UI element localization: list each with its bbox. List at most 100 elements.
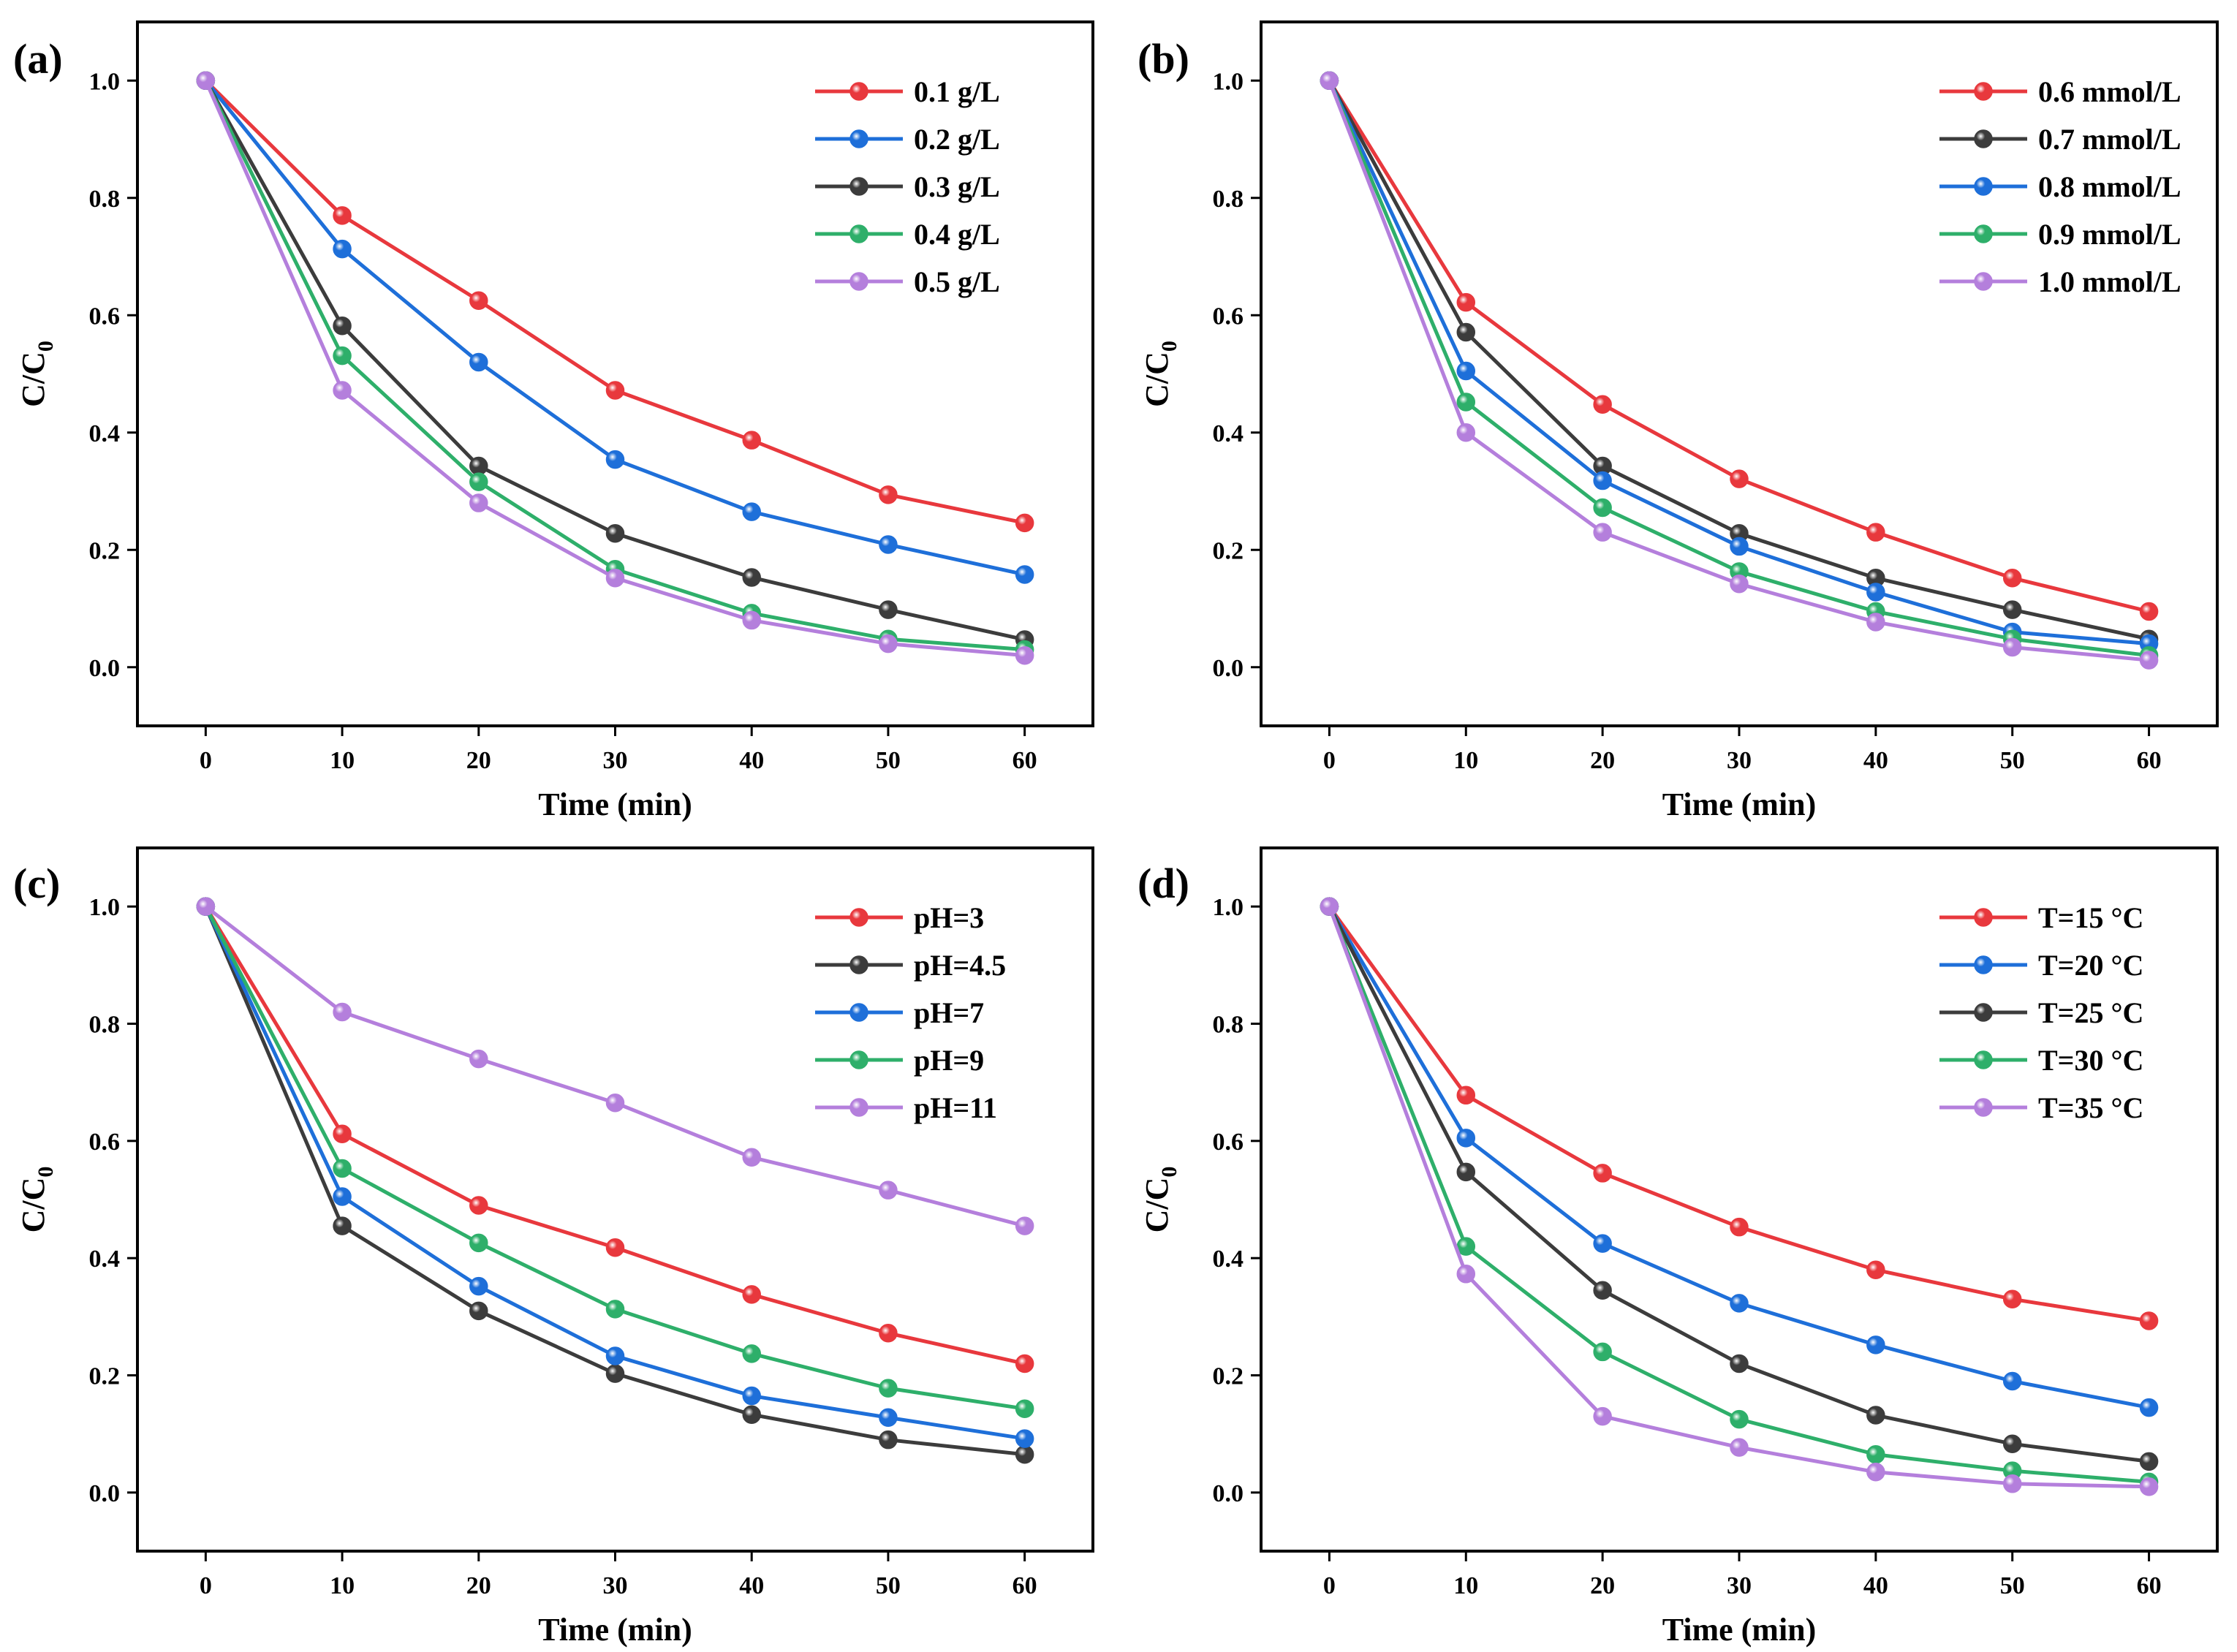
chart-panel-d: 0 10 20 30 40 50 60 0.0 0.2 0.4 0.6 0.8 1.0 Time (min… bbox=[1138, 846, 2219, 1648]
x-tick-label: 20 bbox=[1590, 1572, 1615, 1599]
data-point bbox=[742, 502, 761, 521]
series-line-2 bbox=[1328, 906, 2149, 1463]
data-point bbox=[469, 1196, 488, 1215]
y-tick-label: 0.4 bbox=[1213, 1246, 1244, 1273]
legend-marker bbox=[1974, 1003, 1993, 1022]
data-point bbox=[469, 291, 488, 310]
data-point bbox=[1015, 1216, 1034, 1235]
series-line-2 bbox=[1328, 80, 2149, 646]
data-point bbox=[2139, 1477, 2159, 1496]
x-tick-label: 40 bbox=[1863, 747, 1888, 774]
series-line-0 bbox=[204, 905, 1026, 1365]
data-point bbox=[1730, 1354, 1749, 1373]
legend-marker bbox=[1974, 1098, 1993, 1117]
legend-marker bbox=[849, 1098, 868, 1117]
panel-label: (d) bbox=[1138, 860, 1189, 907]
x-tick-label: 50 bbox=[876, 747, 901, 774]
data-point bbox=[605, 1300, 625, 1319]
x-tick-label: 0 bbox=[200, 1572, 212, 1599]
data-point bbox=[2002, 1434, 2022, 1454]
y-axis-title: C/C0 bbox=[15, 341, 58, 407]
data-point bbox=[742, 1285, 761, 1304]
legend-marker bbox=[849, 955, 868, 974]
data-point bbox=[1593, 1406, 1612, 1426]
legend-marker bbox=[849, 82, 868, 101]
y-tick-label: 0.2 bbox=[1213, 537, 1244, 564]
series-line-3 bbox=[204, 906, 1026, 1411]
x-tick-label: 10 bbox=[330, 747, 355, 774]
legend-label: T=15 °C bbox=[2038, 901, 2143, 934]
data-point bbox=[1015, 1444, 1034, 1464]
x-tick-label: 0 bbox=[200, 747, 212, 774]
x-tick-label: 40 bbox=[1863, 1572, 1888, 1599]
data-point bbox=[469, 1301, 488, 1321]
series-line-1 bbox=[1328, 905, 2150, 1410]
x-axis-title: Time (min) bbox=[1662, 787, 1817, 822]
y-tick-label: 0.2 bbox=[89, 537, 121, 564]
legend-marker bbox=[849, 272, 868, 291]
data-point bbox=[2002, 1474, 2022, 1493]
legend-label: 0.4 g/L bbox=[914, 218, 1000, 251]
data-point bbox=[333, 316, 352, 336]
legend-label: pH=7 bbox=[914, 996, 984, 1029]
data-point bbox=[605, 381, 625, 400]
data-point bbox=[742, 1148, 761, 1167]
y-tick-label: 0.2 bbox=[1213, 1363, 1244, 1390]
legend-marker bbox=[849, 224, 868, 243]
x-tick-label: 60 bbox=[2137, 747, 2162, 774]
y-tick-label: 0.0 bbox=[1213, 655, 1244, 682]
legend-marker bbox=[849, 129, 868, 148]
data-point bbox=[2139, 1452, 2159, 1471]
data-point bbox=[1593, 498, 1612, 518]
legend-label: pH=4.5 bbox=[914, 949, 1006, 982]
data-point bbox=[333, 1187, 352, 1206]
data-point bbox=[469, 1049, 488, 1069]
data-point bbox=[1456, 361, 1476, 381]
legend-label: 0.9 mmol/L bbox=[2038, 218, 2181, 251]
x-tick-label: 10 bbox=[1453, 1572, 1478, 1599]
y-tick-label: 0.8 bbox=[1213, 186, 1244, 213]
data-point bbox=[1730, 1409, 1749, 1429]
data-point bbox=[605, 524, 625, 543]
data-point bbox=[1456, 393, 1476, 412]
data-point bbox=[1866, 613, 1885, 632]
x-tick-label: 0 bbox=[1323, 747, 1336, 774]
data-point bbox=[605, 1238, 625, 1257]
data-point bbox=[742, 1386, 761, 1406]
x-tick-label: 30 bbox=[603, 747, 628, 774]
y-tick-label: 0.0 bbox=[89, 655, 121, 682]
x-tick-label: 10 bbox=[1453, 747, 1478, 774]
y-tick-label: 0.8 bbox=[89, 186, 121, 213]
data-point bbox=[879, 1324, 898, 1343]
y-tick-label: 1.0 bbox=[89, 894, 121, 921]
data-point bbox=[2139, 1311, 2159, 1330]
legend-label: 0.5 g/L bbox=[914, 265, 1000, 298]
y-axis-title: C/C0 bbox=[15, 1167, 58, 1233]
legend-marker bbox=[1974, 129, 1993, 148]
legend-marker bbox=[1974, 82, 1993, 101]
data-point bbox=[2002, 637, 2022, 657]
legend-marker bbox=[849, 177, 868, 196]
legend-label: T=35 °C bbox=[2038, 1091, 2143, 1124]
legend-label: pH=9 bbox=[914, 1044, 984, 1077]
data-point bbox=[2002, 569, 2022, 588]
legend-marker bbox=[1974, 224, 1993, 243]
data-point bbox=[605, 1346, 625, 1365]
data-point bbox=[1015, 565, 1034, 584]
y-tick-label: 1.0 bbox=[89, 68, 121, 95]
x-tick-label: 20 bbox=[466, 747, 491, 774]
y-tick-label: 0.4 bbox=[89, 420, 121, 447]
data-point bbox=[1730, 537, 1749, 556]
data-point bbox=[742, 1405, 761, 1424]
data-point bbox=[1866, 1406, 1885, 1425]
x-tick-label: 30 bbox=[1727, 747, 1752, 774]
chart-panel-a: 0 10 20 30 40 50 60 0.0 0.2 0.4 0.6 0.8 1.0 Time (min… bbox=[13, 20, 1094, 822]
legend-marker bbox=[1974, 177, 1993, 196]
x-tick-label: 40 bbox=[739, 747, 764, 774]
legend-marker bbox=[849, 1003, 868, 1022]
x-tick-label: 50 bbox=[2000, 747, 2025, 774]
data-point bbox=[1593, 523, 1612, 542]
data-point bbox=[1456, 1162, 1476, 1182]
legend-marker bbox=[849, 1050, 868, 1069]
legend-label: 0.3 g/L bbox=[914, 170, 1000, 203]
